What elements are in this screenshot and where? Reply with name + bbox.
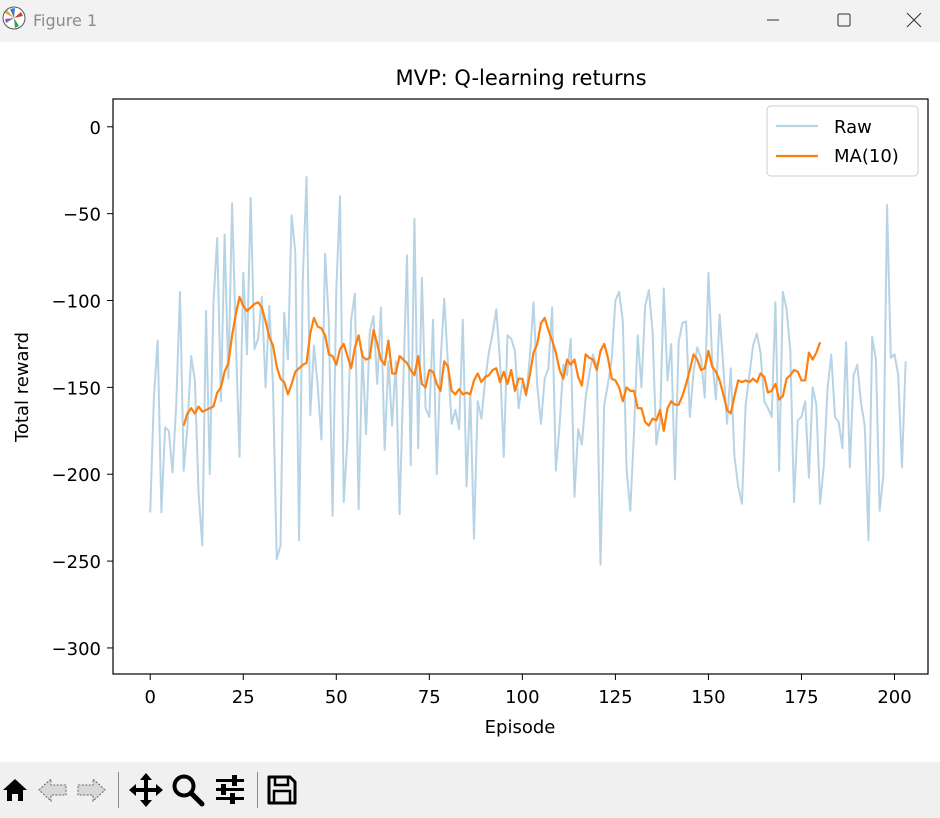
axes-frame (112, 98, 929, 675)
y-tick-label: 0 (90, 118, 101, 139)
x-tick-label: 0 (144, 687, 155, 708)
maximize-button[interactable] (821, 0, 867, 40)
window-title: Figure 1 (33, 11, 98, 30)
y-tick-label: −100 (52, 292, 101, 313)
x-tick-label: 100 (505, 687, 539, 708)
legend-raw-label: Raw (834, 117, 872, 138)
x-tick-label: 25 (232, 687, 255, 708)
forward-button[interactable] (74, 770, 108, 810)
configure-subplots-button[interactable] (212, 770, 248, 810)
home-button[interactable] (0, 770, 30, 810)
configure-subplots-icon (216, 775, 244, 804)
y-axis: 0 −50 −100 −150 −200 −250 −300 (52, 118, 113, 660)
y-tick-label: −150 (52, 378, 101, 399)
legend: Raw MA(10) (766, 105, 919, 177)
ma-series-line (182, 295, 822, 432)
chart[interactable]: MVP: Q-learning returns 0 25 50 75 100 125 150… (0, 42, 940, 762)
toolbar-separator (118, 772, 119, 808)
save-button[interactable] (264, 770, 300, 810)
close-button[interactable] (891, 0, 937, 40)
figure-canvas[interactable]: MVP: Q-learning returns 0 25 50 75 100 125 150… (0, 42, 940, 762)
x-axis-label: Episode (485, 717, 556, 738)
y-tick-label: −200 (52, 465, 101, 486)
back-arrow-icon (38, 777, 67, 803)
x-tick-label: 175 (784, 687, 818, 708)
zoom-button[interactable] (170, 770, 206, 810)
save-floppy-icon (267, 775, 297, 805)
legend-box (766, 105, 919, 177)
x-tick-label: 75 (418, 687, 441, 708)
zoom-magnifier-icon (172, 774, 205, 807)
raw-series-line (149, 176, 907, 566)
y-tick-label: −250 (52, 552, 101, 573)
x-tick-label: 200 (877, 687, 911, 708)
x-tick-label: 125 (598, 687, 632, 708)
chart-title: MVP: Q-learning returns (395, 66, 646, 90)
y-tick-label: −50 (63, 205, 101, 226)
legend-ma-label: MA(10) (834, 146, 899, 167)
forward-arrow-icon (77, 777, 106, 803)
toolbar-separator (257, 772, 258, 808)
pan-move-icon (129, 773, 163, 807)
x-tick-label: 50 (325, 687, 348, 708)
navigation-toolbar (0, 762, 940, 818)
y-tick-label: −300 (52, 639, 101, 660)
minimize-icon (767, 19, 779, 21)
window-titlebar: Figure 1 (0, 0, 940, 42)
y-axis-label: Total reward (12, 332, 33, 443)
x-axis: 0 25 50 75 100 125 150 175 200 (144, 674, 912, 708)
x-tick-label: 150 (691, 687, 725, 708)
series-layer (149, 176, 907, 566)
pan-button[interactable] (127, 770, 165, 810)
maximize-icon (837, 13, 851, 27)
minimize-button[interactable] (750, 0, 796, 40)
matplotlib-logo-icon (2, 6, 26, 30)
back-button[interactable] (36, 770, 70, 810)
close-icon (906, 12, 922, 28)
home-icon (3, 779, 27, 801)
